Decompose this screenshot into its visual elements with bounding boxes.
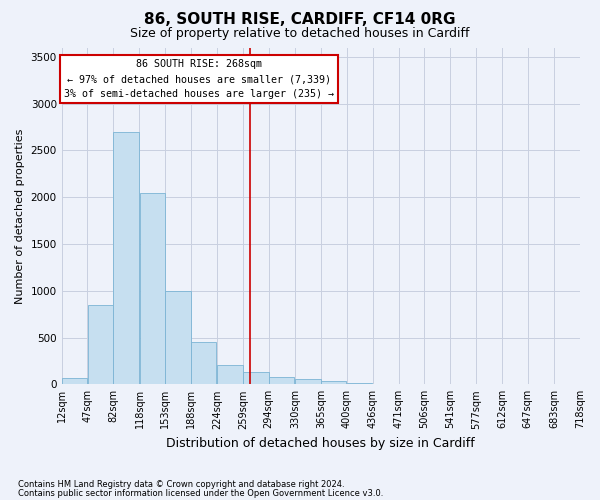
Text: 86, SOUTH RISE, CARDIFF, CF14 0RG: 86, SOUTH RISE, CARDIFF, CF14 0RG <box>144 12 456 28</box>
Text: Contains public sector information licensed under the Open Government Licence v3: Contains public sector information licen… <box>18 489 383 498</box>
Bar <box>321 382 346 384</box>
Bar <box>88 305 113 384</box>
Text: 86 SOUTH RISE: 268sqm
← 97% of detached houses are smaller (7,339)
3% of semi-de: 86 SOUTH RISE: 268sqm ← 97% of detached … <box>64 60 334 99</box>
X-axis label: Distribution of detached houses by size in Cardiff: Distribution of detached houses by size … <box>166 437 475 450</box>
Bar <box>217 364 243 384</box>
Bar <box>62 378 87 384</box>
Y-axis label: Number of detached properties: Number of detached properties <box>15 128 25 304</box>
Bar <box>191 342 217 384</box>
Bar <box>166 290 191 384</box>
Bar <box>140 192 165 384</box>
Text: Size of property relative to detached houses in Cardiff: Size of property relative to detached ho… <box>130 28 470 40</box>
Bar <box>243 372 269 384</box>
Text: Contains HM Land Registry data © Crown copyright and database right 2024.: Contains HM Land Registry data © Crown c… <box>18 480 344 489</box>
Bar <box>269 378 294 384</box>
Bar <box>113 132 139 384</box>
Bar <box>295 379 320 384</box>
